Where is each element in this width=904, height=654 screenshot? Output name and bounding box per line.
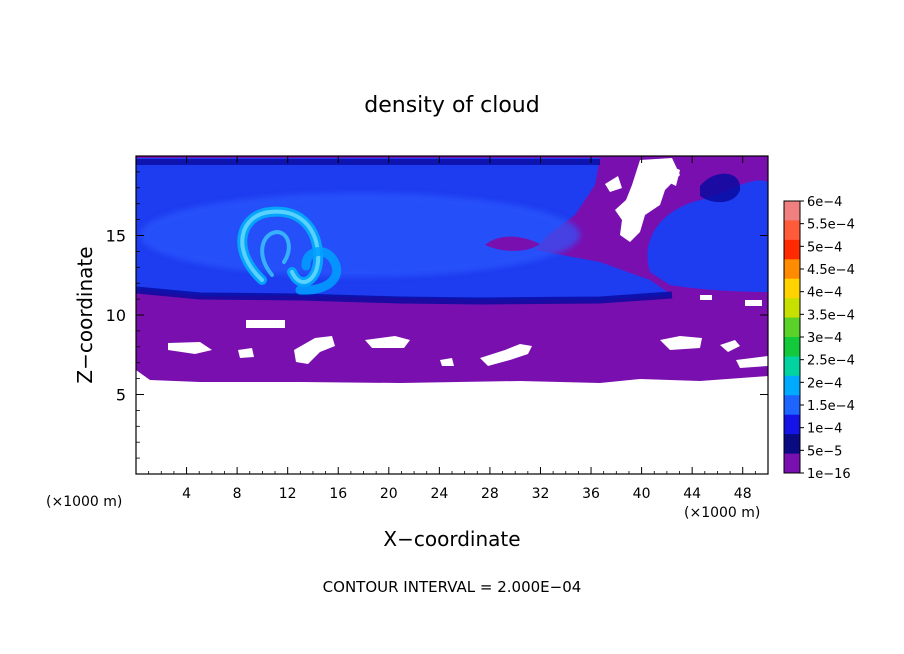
- colorbar-label: 5.5e−4: [807, 218, 855, 233]
- clear-air-patches-upper: [605, 158, 762, 306]
- x-tick-label: 36: [582, 486, 600, 502]
- y-tick-label: 5: [116, 386, 126, 405]
- colorbar-swatch: [784, 317, 800, 338]
- colorbar-label: 1e−4: [807, 422, 842, 437]
- clear-air-patches-lower: [168, 320, 768, 368]
- colorbar-swatch: [784, 395, 800, 416]
- colorbar-label: 1.5e−4: [807, 399, 855, 414]
- x-tick-label: 44: [683, 486, 701, 502]
- colorbar-swatch: [784, 375, 800, 396]
- cyan-turret: [237, 206, 342, 295]
- chart-title: density of cloud: [364, 93, 539, 118]
- x-axis-unit-left: (×1000 m): [46, 494, 122, 510]
- light-blue-interior: [140, 193, 580, 277]
- colorbar-swatch: [784, 414, 800, 435]
- x-tick-label: 16: [329, 486, 347, 502]
- x-tick-label: 4: [182, 486, 191, 502]
- colorbar-label: 5e−4: [807, 240, 842, 255]
- purple-tongue: [485, 236, 540, 251]
- x-axis-unit-right: (×1000 m): [684, 505, 760, 521]
- colorbar: 6e−4 5.5e−4 5e−4 4.5e−4 4e−4 3.5e−4 3e−4 2.5e−4…: [783, 195, 855, 482]
- right-dark-core: [700, 173, 741, 203]
- colorbar-swatch: [784, 201, 800, 221]
- colorbar-swatch: [784, 259, 800, 280]
- y-tick-label: 10: [106, 306, 126, 325]
- x-tick-label: 20: [380, 486, 398, 502]
- y-axis-label: Z−coordinate: [73, 246, 97, 383]
- x-tick-label: 24: [430, 486, 448, 502]
- colorbar-label: 4e−4: [807, 286, 842, 301]
- x-tick-label: 32: [532, 486, 550, 502]
- clear-air-below: [136, 376, 768, 474]
- colorbar-label: 1e−16: [807, 467, 851, 482]
- x-axis-label: X−coordinate: [383, 527, 520, 551]
- colorbar-label: 5e−5: [807, 444, 842, 459]
- plot-area: [136, 156, 768, 474]
- colorbar-swatch: [784, 239, 800, 260]
- colorbar-swatch: [784, 453, 800, 474]
- x-axis-ticks: 4 8 12 16 20 24 28 32 36 40 44 48: [148, 156, 756, 502]
- x-tick-label: 28: [481, 486, 499, 502]
- colorbar-swatch: [784, 298, 800, 319]
- x-tick-label: 48: [734, 486, 752, 502]
- colorbar-label: 2.5e−4: [807, 354, 855, 369]
- colorbar-label: 3.5e−4: [807, 308, 855, 323]
- colorbar-swatch: [784, 356, 800, 377]
- colorbar-label: 3e−4: [807, 331, 842, 346]
- x-tick-label: 40: [633, 486, 651, 502]
- colorbar-label: 4.5e−4: [807, 263, 855, 278]
- colorbar-label: 2e−4: [807, 376, 842, 391]
- y-axis-ticks: 5 10 15: [106, 171, 768, 459]
- colorbar-swatch: [784, 337, 800, 357]
- colorbar-label: 6e−4: [807, 195, 842, 210]
- x-tick-label: 12: [279, 486, 297, 502]
- colorbar-swatch: [784, 220, 800, 241]
- footer-contour-interval: CONTOUR INTERVAL = 2.000E−04: [323, 578, 582, 596]
- right-blue-swirl: [647, 180, 768, 292]
- x-tick-label: 8: [233, 486, 242, 502]
- colorbar-swatch: [784, 434, 800, 455]
- dark-blue-rim: [136, 286, 673, 305]
- colorbar-swatch: [784, 278, 800, 299]
- y-tick-label: 15: [106, 227, 126, 246]
